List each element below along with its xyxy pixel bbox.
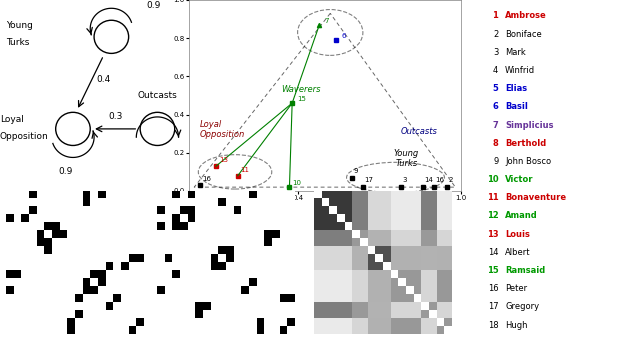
Text: Winfrid: Winfrid: [505, 66, 535, 75]
Text: Loyal: Loyal: [0, 115, 24, 124]
Text: 9: 9: [493, 157, 499, 166]
Text: 13: 13: [486, 229, 499, 239]
Text: Amand: Amand: [505, 211, 538, 221]
Text: Gregory: Gregory: [505, 302, 540, 311]
Text: 5: 5: [492, 84, 499, 93]
Text: 3: 3: [403, 177, 407, 183]
Text: 4: 4: [493, 66, 499, 75]
Text: John Bosco: John Bosco: [505, 157, 551, 166]
Text: 17: 17: [488, 302, 499, 311]
Text: Boniface: Boniface: [505, 30, 542, 39]
Text: 2: 2: [493, 30, 499, 39]
Text: 10: 10: [292, 180, 301, 186]
Text: 16: 16: [488, 284, 499, 293]
Text: Simplicius: Simplicius: [505, 120, 554, 130]
Text: Victor: Victor: [505, 175, 534, 184]
Text: Outcasts: Outcasts: [401, 127, 438, 136]
Text: Basil: Basil: [505, 102, 528, 112]
Text: Outcasts: Outcasts: [138, 91, 177, 100]
Text: 10: 10: [486, 175, 499, 184]
Text: 15: 15: [486, 266, 499, 275]
Text: 13: 13: [219, 157, 228, 163]
Text: 15: 15: [298, 96, 307, 102]
Text: 6: 6: [341, 33, 346, 39]
Text: Berthold: Berthold: [505, 139, 547, 148]
Text: 8: 8: [493, 139, 499, 148]
Text: 3: 3: [493, 48, 499, 57]
Text: Hugh: Hugh: [505, 321, 528, 330]
Text: 2: 2: [449, 177, 453, 183]
Text: 0.9: 0.9: [58, 167, 72, 176]
Text: Turks: Turks: [6, 38, 29, 47]
Text: Loyal
Opposition: Loyal Opposition: [200, 120, 245, 139]
Text: 12: 12: [486, 211, 499, 221]
Text: Louis: Louis: [505, 229, 530, 239]
Text: 11: 11: [241, 167, 250, 173]
Text: 17: 17: [364, 177, 373, 183]
Text: Elias: Elias: [505, 84, 527, 93]
Text: Opposition: Opposition: [0, 132, 49, 141]
Text: Bonaventure: Bonaventure: [505, 193, 566, 202]
Text: 7: 7: [324, 18, 330, 24]
Text: 14: 14: [424, 177, 433, 183]
Text: 18: 18: [488, 321, 499, 330]
Text: Young
Turks: Young Turks: [394, 149, 419, 168]
Text: Waverers: Waverers: [282, 85, 321, 94]
Text: 16: 16: [202, 176, 211, 182]
Text: 16: 16: [435, 177, 444, 183]
Text: Albert: Albert: [505, 248, 531, 257]
Text: 0.9: 0.9: [146, 1, 160, 10]
Text: 0.3: 0.3: [108, 112, 122, 120]
Text: Ambrose: Ambrose: [505, 11, 547, 20]
Text: 7: 7: [493, 120, 499, 130]
Text: 14: 14: [488, 248, 499, 257]
Text: 11: 11: [486, 193, 499, 202]
Text: 0.5: 0.5: [192, 158, 206, 166]
Text: 6: 6: [492, 102, 499, 112]
Text: Young: Young: [6, 21, 33, 30]
Text: Mark: Mark: [505, 48, 526, 57]
Text: 9: 9: [353, 168, 358, 174]
Text: 0.4: 0.4: [97, 75, 111, 84]
Text: Ramsaid: Ramsaid: [505, 266, 545, 275]
Text: 1: 1: [492, 11, 499, 20]
Text: Peter: Peter: [505, 284, 527, 293]
